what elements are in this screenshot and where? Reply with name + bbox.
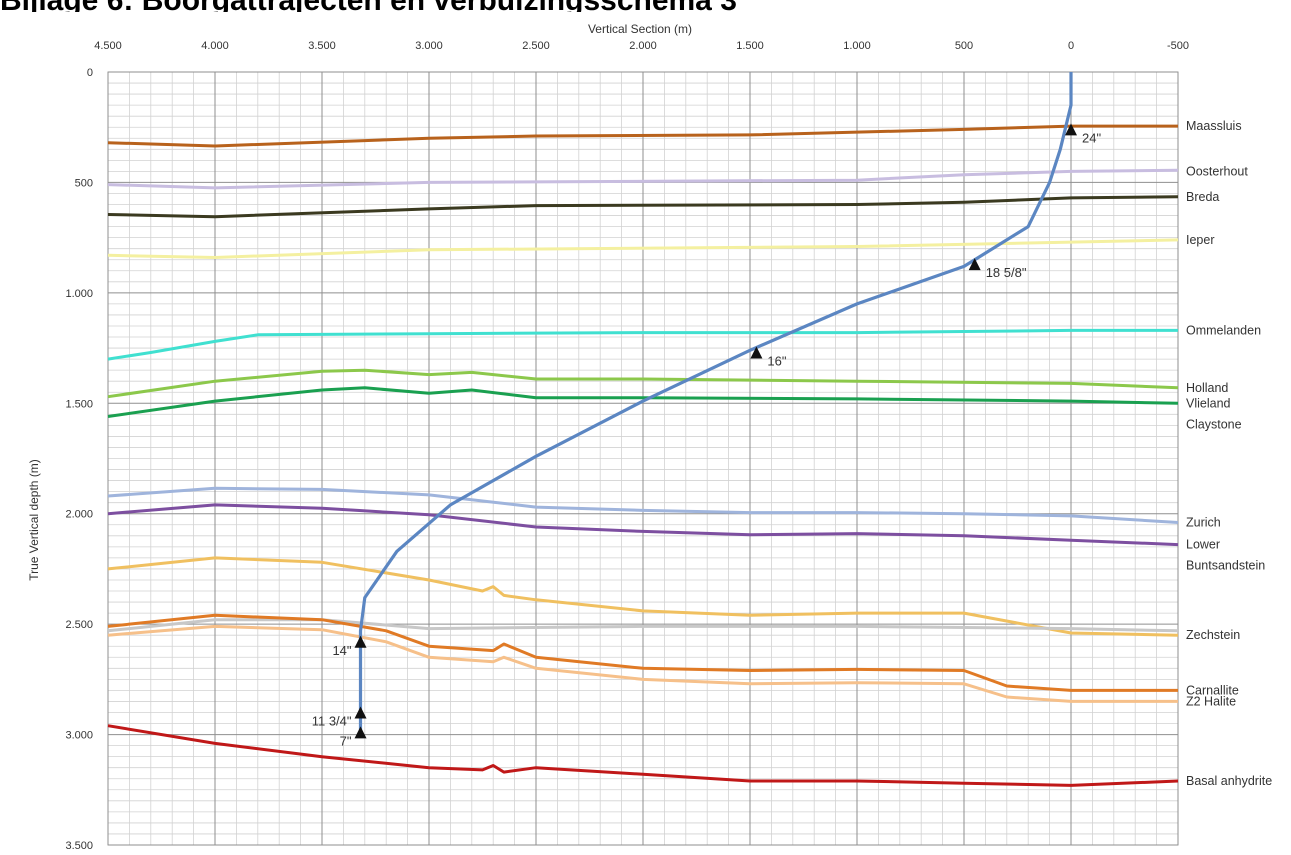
formation-label-0: Maassluis bbox=[1186, 119, 1242, 133]
formation-line-6 bbox=[107, 386, 1179, 418]
formation-line-12 bbox=[107, 624, 1178, 703]
axis-ticks: 4.500 4.000 3.500 3.000 2.500 2.000 1.500 1.000… bbox=[65, 40, 1189, 852]
well-path bbox=[358, 72, 1073, 735]
casing-markers: 24" 18 5/8" 16" 14" 11 3/4" 7" bbox=[312, 123, 1101, 748]
y-tick-label: 2.000 bbox=[65, 509, 93, 521]
formation-line-3 bbox=[107, 238, 1179, 259]
casing-label-1: 18 5/8" bbox=[986, 265, 1027, 280]
well-trajectory-line bbox=[358, 72, 1073, 735]
y-tick-label: 1.000 bbox=[65, 288, 93, 300]
casing-marker-1 bbox=[968, 258, 981, 271]
x-tick-label: -500 bbox=[1167, 40, 1189, 52]
casing-label-3: 14" bbox=[332, 643, 351, 658]
x-tick-label: 0 bbox=[1068, 40, 1074, 52]
casing-marker-2 bbox=[750, 346, 763, 359]
formation-label-13: Basal anhydrite bbox=[1186, 774, 1272, 788]
y-tick-label: 500 bbox=[75, 177, 93, 189]
formation-label-1: Oosterhout bbox=[1186, 164, 1248, 178]
x-tick-label: 3.500 bbox=[308, 40, 336, 52]
formation-line-0 bbox=[107, 124, 1178, 148]
casing-label-5: 7" bbox=[340, 733, 352, 748]
y-tick-label: 0 bbox=[87, 67, 93, 79]
casing-label-4: 11 3/4" bbox=[312, 713, 352, 728]
x-tick-label: 1.500 bbox=[736, 40, 764, 52]
casing-label-0: 24" bbox=[1082, 130, 1101, 145]
y-tick-label: 1.500 bbox=[65, 398, 93, 410]
x-tick-label: 2.500 bbox=[522, 40, 550, 52]
casing-marker-5 bbox=[354, 726, 367, 739]
y-tick-label: 3.000 bbox=[65, 730, 93, 742]
x-tick-label: 2.000 bbox=[629, 40, 657, 52]
formation-line-9 bbox=[107, 556, 1179, 637]
y-axis-title: True Vertical depth (m) bbox=[27, 459, 41, 581]
casing-marker-3 bbox=[354, 635, 367, 648]
formation-label-11: Carnallite bbox=[1186, 683, 1239, 697]
x-tick-label: 4.000 bbox=[201, 40, 229, 52]
formation-line-4 bbox=[107, 328, 1178, 361]
formation-label-6: Vlieland bbox=[1186, 396, 1231, 410]
casing-label-2: 16" bbox=[767, 353, 786, 368]
formation-label-2: Breda bbox=[1186, 190, 1219, 204]
formation-lines bbox=[107, 124, 1179, 787]
formation-line-10 bbox=[107, 618, 1179, 633]
formation-label-8: Buntsandstein bbox=[1186, 559, 1265, 573]
formation-label-8: Lower bbox=[1186, 538, 1220, 552]
formation-label-7: Zurich bbox=[1186, 516, 1221, 530]
formation-line-8 bbox=[107, 503, 1179, 547]
casing-marker-4 bbox=[354, 706, 367, 719]
formation-label-6: Claystone bbox=[1186, 417, 1242, 431]
major-gridlines bbox=[107, 71, 1179, 846]
y-tick-label: 3.500 bbox=[65, 840, 93, 852]
formation-label-4: Ommelanden bbox=[1186, 323, 1261, 337]
x-tick-label: 1.000 bbox=[843, 40, 871, 52]
formation-label-12: Z2 Halite bbox=[1186, 694, 1236, 708]
formation-labels: Maassluis Oosterhout Breda Ieper Ommelanden H… bbox=[1186, 119, 1272, 788]
formation-label-3: Ieper bbox=[1186, 233, 1215, 247]
formation-line-1 bbox=[107, 168, 1179, 190]
formation-line-11 bbox=[107, 613, 1178, 692]
x-tick-label: 500 bbox=[955, 40, 973, 52]
casing-marker-0 bbox=[1065, 123, 1077, 136]
formation-line-7 bbox=[107, 486, 1179, 524]
formation-label-5: Holland bbox=[1186, 381, 1228, 395]
formation-label-9: Zechstein bbox=[1186, 628, 1240, 642]
formation-line-5 bbox=[107, 368, 1179, 399]
formation-line-2 bbox=[107, 195, 1179, 219]
x-tick-label: 4.500 bbox=[94, 40, 122, 52]
y-tick-label: 2.500 bbox=[65, 619, 93, 631]
formation-line-13 bbox=[107, 724, 1179, 787]
page-heading: Bijlage 6: Boorgattrajecten en verbuizin… bbox=[0, 0, 1291, 16]
x-axis-title: Vertical Section (m) bbox=[588, 22, 692, 36]
x-tick-label: 3.000 bbox=[415, 40, 443, 52]
